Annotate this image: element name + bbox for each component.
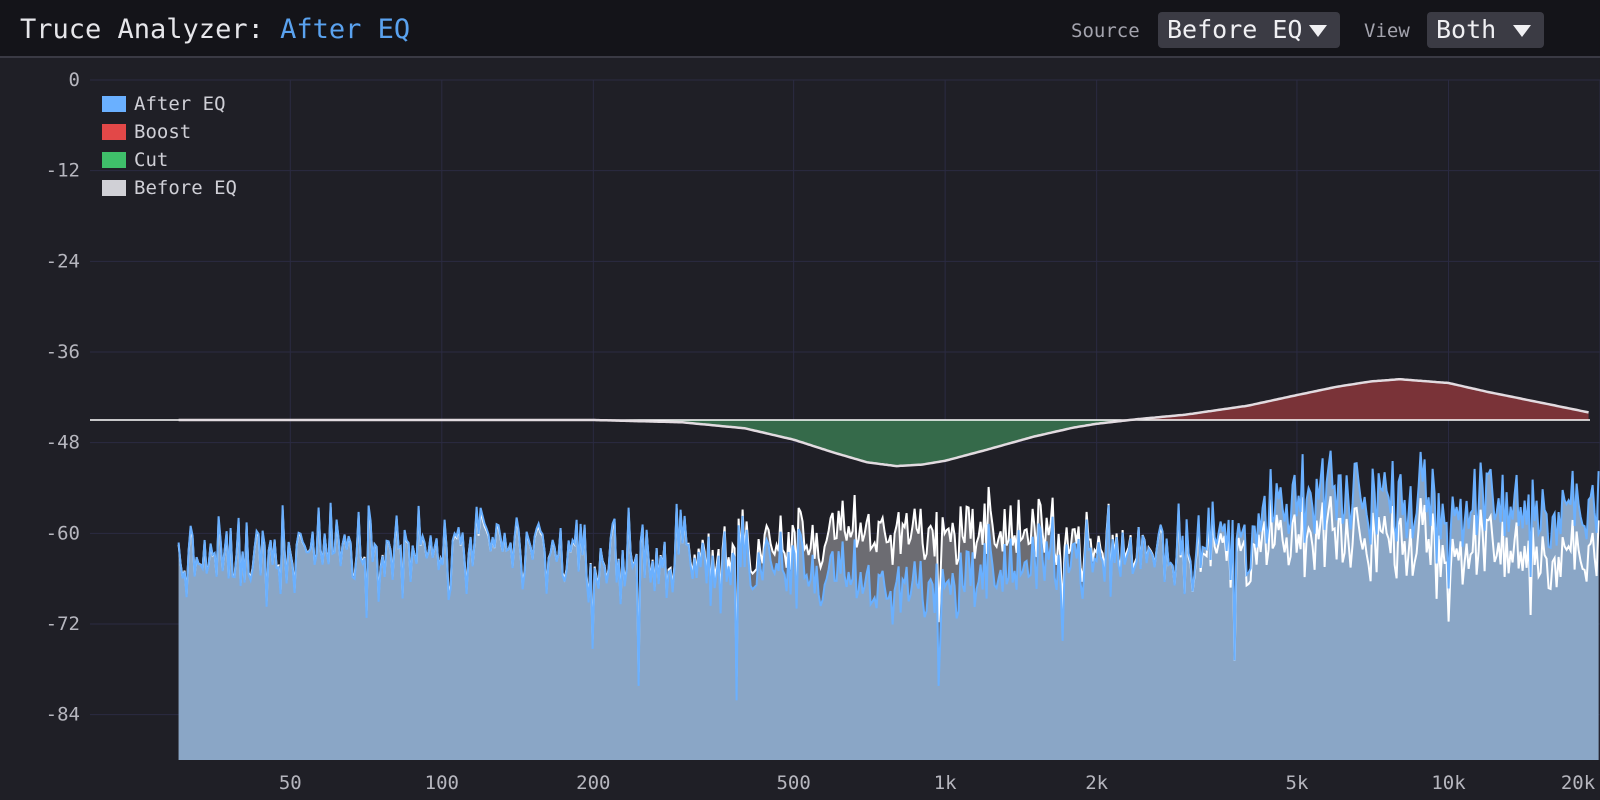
x-tick-label: 200 xyxy=(576,772,610,794)
view-dropdown[interactable]: Both xyxy=(1427,12,1544,48)
chevron-down-icon xyxy=(1513,25,1531,37)
y-tick-label: -60 xyxy=(46,522,80,544)
legend-label: After EQ xyxy=(134,93,226,115)
view-dropdown-value: Both xyxy=(1436,15,1497,44)
x-tick-label: 50 xyxy=(279,772,302,794)
x-tick-label: 500 xyxy=(776,772,810,794)
app-title: Truce Analyzer: After EQ xyxy=(20,14,410,45)
legend-swatch xyxy=(102,152,126,168)
header-bar: Truce Analyzer: After EQ Source Before E… xyxy=(0,0,1600,58)
plot-area xyxy=(90,378,1600,760)
y-axis-ticks: 0 -12 -24 -36 -48 -60 -72 -84 xyxy=(46,69,80,726)
legend-swatch xyxy=(102,180,126,196)
x-tick-label: 100 xyxy=(425,772,459,794)
app-title-current-source: After EQ xyxy=(280,14,411,45)
y-tick-label: -36 xyxy=(46,341,80,363)
y-tick-label: -24 xyxy=(46,250,80,272)
legend-label: Cut xyxy=(134,149,168,171)
x-tick-label: 20k xyxy=(1561,772,1596,794)
eq-boost-area xyxy=(178,379,1589,420)
legend-swatch xyxy=(102,124,126,140)
y-tick-label: 0 xyxy=(69,69,80,91)
x-tick-label: 2k xyxy=(1085,772,1108,794)
source-dropdown[interactable]: Before EQ xyxy=(1158,12,1340,48)
legend-label: Before EQ xyxy=(134,177,237,199)
x-axis-ticks: 50 100 200 500 1k 2k 5k 10k 20k xyxy=(279,772,1596,794)
y-tick-label: -48 xyxy=(46,432,80,454)
eq-curve-line[interactable] xyxy=(178,378,1589,468)
x-tick-label: 5k xyxy=(1286,772,1309,794)
spectrum-chart[interactable]: 0 -12 -24 -36 -48 -60 -72 -84 50 100 200 500 1k 2k 5k… xyxy=(0,60,1600,800)
legend-swatch xyxy=(102,96,126,112)
chevron-down-icon xyxy=(1309,25,1327,37)
y-tick-label: -12 xyxy=(46,160,80,182)
x-tick-label: 10k xyxy=(1431,772,1466,794)
source-dropdown-value: Before EQ xyxy=(1167,15,1303,44)
y-tick-label: -72 xyxy=(46,613,80,635)
source-label: Source xyxy=(1071,20,1140,42)
after-eq-line xyxy=(177,450,1600,701)
app-title-prefix: Truce Analyzer: xyxy=(20,14,281,45)
x-tick-label: 1k xyxy=(934,772,957,794)
legend: After EQ Boost Cut Before EQ xyxy=(102,93,237,199)
view-label: View xyxy=(1364,20,1410,42)
after-eq-area xyxy=(178,450,1599,760)
legend-label: Boost xyxy=(134,121,191,143)
y-tick-label: -84 xyxy=(46,704,80,726)
eq-cut-area xyxy=(178,420,1589,467)
